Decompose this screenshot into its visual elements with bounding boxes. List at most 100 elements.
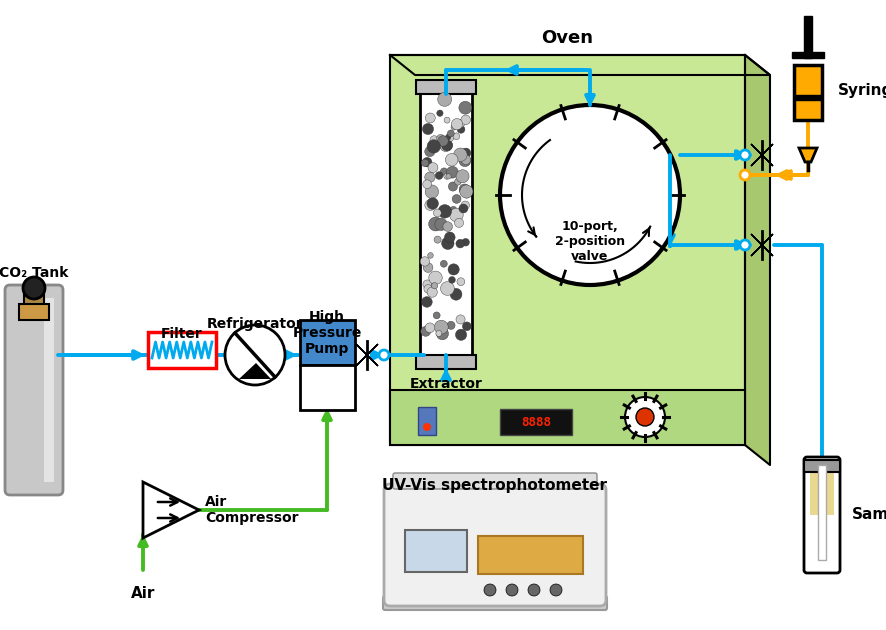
Text: 10-port,
2-position
valve: 10-port, 2-position valve (555, 220, 625, 263)
Circle shape (450, 289, 462, 301)
Bar (804, 16, 812, 58)
Circle shape (463, 192, 470, 198)
FancyBboxPatch shape (383, 596, 607, 610)
FancyBboxPatch shape (804, 457, 840, 573)
Circle shape (435, 172, 443, 180)
Polygon shape (390, 55, 770, 75)
Circle shape (456, 119, 464, 128)
Circle shape (23, 277, 45, 299)
Circle shape (452, 195, 461, 203)
Circle shape (458, 173, 467, 181)
Circle shape (428, 253, 433, 258)
Text: Oven: Oven (541, 29, 593, 47)
Circle shape (430, 135, 439, 144)
Circle shape (423, 180, 431, 188)
Circle shape (434, 320, 448, 334)
Circle shape (740, 170, 750, 180)
Circle shape (440, 168, 447, 175)
Circle shape (740, 150, 750, 160)
Polygon shape (751, 144, 773, 166)
Circle shape (424, 172, 435, 182)
Text: Air
Compressor: Air Compressor (205, 495, 299, 525)
Circle shape (500, 105, 680, 285)
Text: Extractor: Extractor (409, 377, 483, 391)
Circle shape (625, 397, 665, 437)
Circle shape (423, 158, 431, 167)
Circle shape (449, 208, 463, 222)
Circle shape (455, 178, 462, 185)
Circle shape (456, 169, 469, 183)
Bar (794, 65, 822, 120)
Text: UV-Vis spectrophotometer: UV-Vis spectrophotometer (383, 478, 608, 493)
Circle shape (448, 182, 457, 191)
Bar (792, 52, 824, 58)
Circle shape (636, 408, 654, 426)
Circle shape (440, 282, 455, 295)
Bar (390, 390, 745, 445)
Bar (24, 288, 44, 308)
Bar (478, 536, 583, 574)
Bar (300, 320, 355, 365)
Circle shape (451, 124, 457, 130)
Circle shape (459, 155, 470, 167)
Bar (405, 530, 467, 572)
Circle shape (456, 315, 465, 324)
Text: Filter: Filter (161, 327, 203, 341)
Circle shape (429, 271, 442, 285)
Circle shape (456, 239, 464, 248)
Polygon shape (356, 344, 378, 366)
Circle shape (436, 331, 442, 336)
Circle shape (431, 283, 438, 289)
Bar (810, 466, 834, 515)
Circle shape (428, 163, 438, 173)
Circle shape (425, 185, 439, 198)
Circle shape (461, 201, 470, 210)
Circle shape (427, 198, 439, 209)
Circle shape (379, 350, 389, 360)
Bar (44, 298, 54, 482)
Circle shape (459, 204, 468, 213)
Circle shape (448, 277, 455, 284)
Circle shape (446, 154, 458, 166)
Circle shape (461, 115, 470, 125)
Polygon shape (799, 148, 817, 162)
Circle shape (484, 584, 496, 596)
Circle shape (423, 423, 431, 431)
Circle shape (425, 200, 436, 210)
Bar (804, 460, 840, 472)
Bar (794, 95, 822, 100)
Text: Sampler: Sampler (852, 508, 886, 522)
Polygon shape (143, 482, 199, 538)
Circle shape (420, 257, 430, 266)
Polygon shape (239, 363, 271, 379)
Circle shape (440, 260, 447, 267)
Circle shape (424, 146, 435, 157)
Circle shape (528, 584, 540, 596)
Circle shape (422, 297, 432, 307)
Bar (500, 409, 572, 435)
Circle shape (437, 110, 443, 117)
Text: High
Pressure
Pump: High Pressure Pump (292, 310, 361, 357)
Polygon shape (745, 55, 770, 465)
Circle shape (447, 321, 455, 329)
Circle shape (461, 148, 470, 158)
Bar (19, 304, 49, 320)
Circle shape (421, 326, 431, 336)
Circle shape (447, 130, 455, 137)
Circle shape (460, 185, 473, 198)
Circle shape (438, 135, 448, 146)
Circle shape (462, 322, 471, 331)
Text: 8888: 8888 (521, 416, 551, 428)
Circle shape (446, 174, 451, 179)
Text: CO₂ Tank: CO₂ Tank (0, 266, 69, 280)
Circle shape (438, 93, 452, 106)
Circle shape (453, 133, 460, 140)
Circle shape (433, 209, 441, 217)
Bar (416, 355, 476, 369)
Text: Refrigerator: Refrigerator (206, 317, 303, 331)
Circle shape (425, 113, 435, 123)
Circle shape (450, 207, 457, 213)
Circle shape (444, 173, 450, 180)
FancyBboxPatch shape (384, 484, 606, 606)
Circle shape (437, 134, 445, 142)
